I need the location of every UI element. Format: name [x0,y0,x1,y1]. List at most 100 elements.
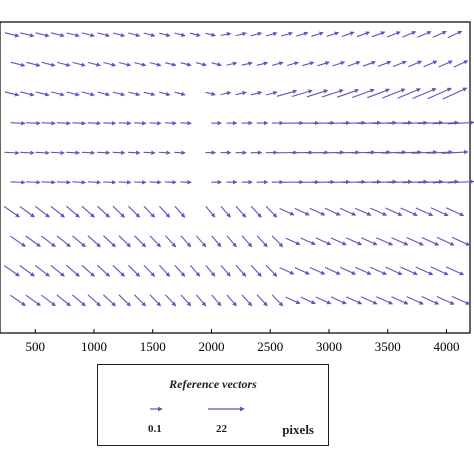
vector-arrow [306,89,329,98]
vector-arrow [56,121,71,126]
vector-arrow [174,32,186,37]
vector-arrow [226,61,238,66]
vector-arrow [211,235,222,248]
vector-arrow [143,91,156,97]
vector-arrow [324,207,341,216]
vector-arrow [26,121,41,126]
vector-arrow [330,296,347,305]
vector-arrow [387,120,413,125]
vector-arrow [195,62,207,67]
vector-arrow [25,235,41,247]
vector-arrow [50,205,65,218]
vector-arrow [311,31,324,37]
vector-arrow [385,207,403,216]
vector-arrow [164,120,177,126]
vector-arrow [447,179,474,184]
vector-arrow [309,266,326,275]
vector-arrow [4,150,20,156]
vector-arrow [315,237,332,246]
vector-arrow [34,205,50,218]
vector-arrow [377,60,392,67]
plot-area [0,21,471,334]
vector-arrow [256,235,268,248]
vector-arrow [271,294,284,307]
vector-arrow [149,294,162,307]
vector-arrow [97,32,111,38]
vector-arrow [430,207,449,217]
vector-arrow [336,88,360,98]
vector-arrow [103,61,117,67]
vector-arrow [3,206,20,218]
vector-arrow [309,207,326,216]
vector-arrow [35,91,50,97]
vector-arrow [451,236,471,246]
vector-arrow [235,31,247,37]
vector-arrow [360,296,378,305]
vector-arrow [103,121,117,126]
vector-arrow [3,265,20,277]
vector-arrow [9,235,26,247]
vector-arrow [72,180,87,185]
vector-arrow [26,180,41,185]
vector-arrow [421,295,440,305]
vector-arrow [26,61,41,67]
vector-arrow [40,294,56,307]
vector-arrow [445,207,465,217]
vector-arrow [81,150,96,155]
vector-arrow [426,149,454,155]
vector-arrow [300,237,316,246]
x-tick-label-2000: 2000 [199,339,225,354]
vector-arrow [432,120,460,125]
vector-arrow [34,264,50,277]
vector-arrow [406,296,424,305]
vector-arrow [205,91,216,96]
vector-arrow [195,235,207,248]
vector-arrow [250,205,262,218]
vector-arrow [40,235,56,248]
vector-arrow [436,295,455,305]
vector-arrow [235,205,247,218]
vector-arrow [143,205,156,218]
vector-arrow [50,150,65,156]
vector-arrow [220,205,231,218]
vector-arrow [438,60,453,68]
vector-arrow [265,31,278,37]
vector-field [3,30,474,307]
vector-arrow [372,179,397,185]
legend-value-large: 22 [216,423,227,435]
vector-arrow [397,88,421,99]
vector-arrow [72,294,86,307]
vector-arrow [103,235,116,248]
vector-arrow [300,296,316,305]
x-tick-label-4000: 4000 [434,339,460,354]
vector-arrow [112,264,125,277]
vector-arrow [402,179,428,184]
vector-arrow [291,89,313,98]
vector-arrow [442,87,468,100]
vector-arrow [180,120,192,126]
vector-arrow [97,150,111,155]
vector-arrow [371,31,386,38]
vector-arrow [279,207,295,216]
vector-arrow [81,205,95,218]
vector-arrow [370,207,388,216]
vector-arrow [211,62,222,67]
vector-arrow [241,235,253,248]
vector-arrow [10,121,26,126]
vector-arrow [56,61,71,67]
vector-arrow [400,266,418,276]
vector-arrow [103,180,117,185]
vector-arrow [149,121,162,126]
vector-arrow [220,265,231,277]
vector-arrow [128,264,141,277]
vector-arrow [128,150,141,155]
vector-arrow [436,236,455,246]
vector-arrow [134,294,147,307]
vector-arrow [367,88,391,99]
vector-arrow [205,265,216,277]
vector-arrow [20,150,35,156]
vector-arrow [149,62,162,67]
vector-arrow [118,235,131,248]
vector-arrow [35,32,50,38]
